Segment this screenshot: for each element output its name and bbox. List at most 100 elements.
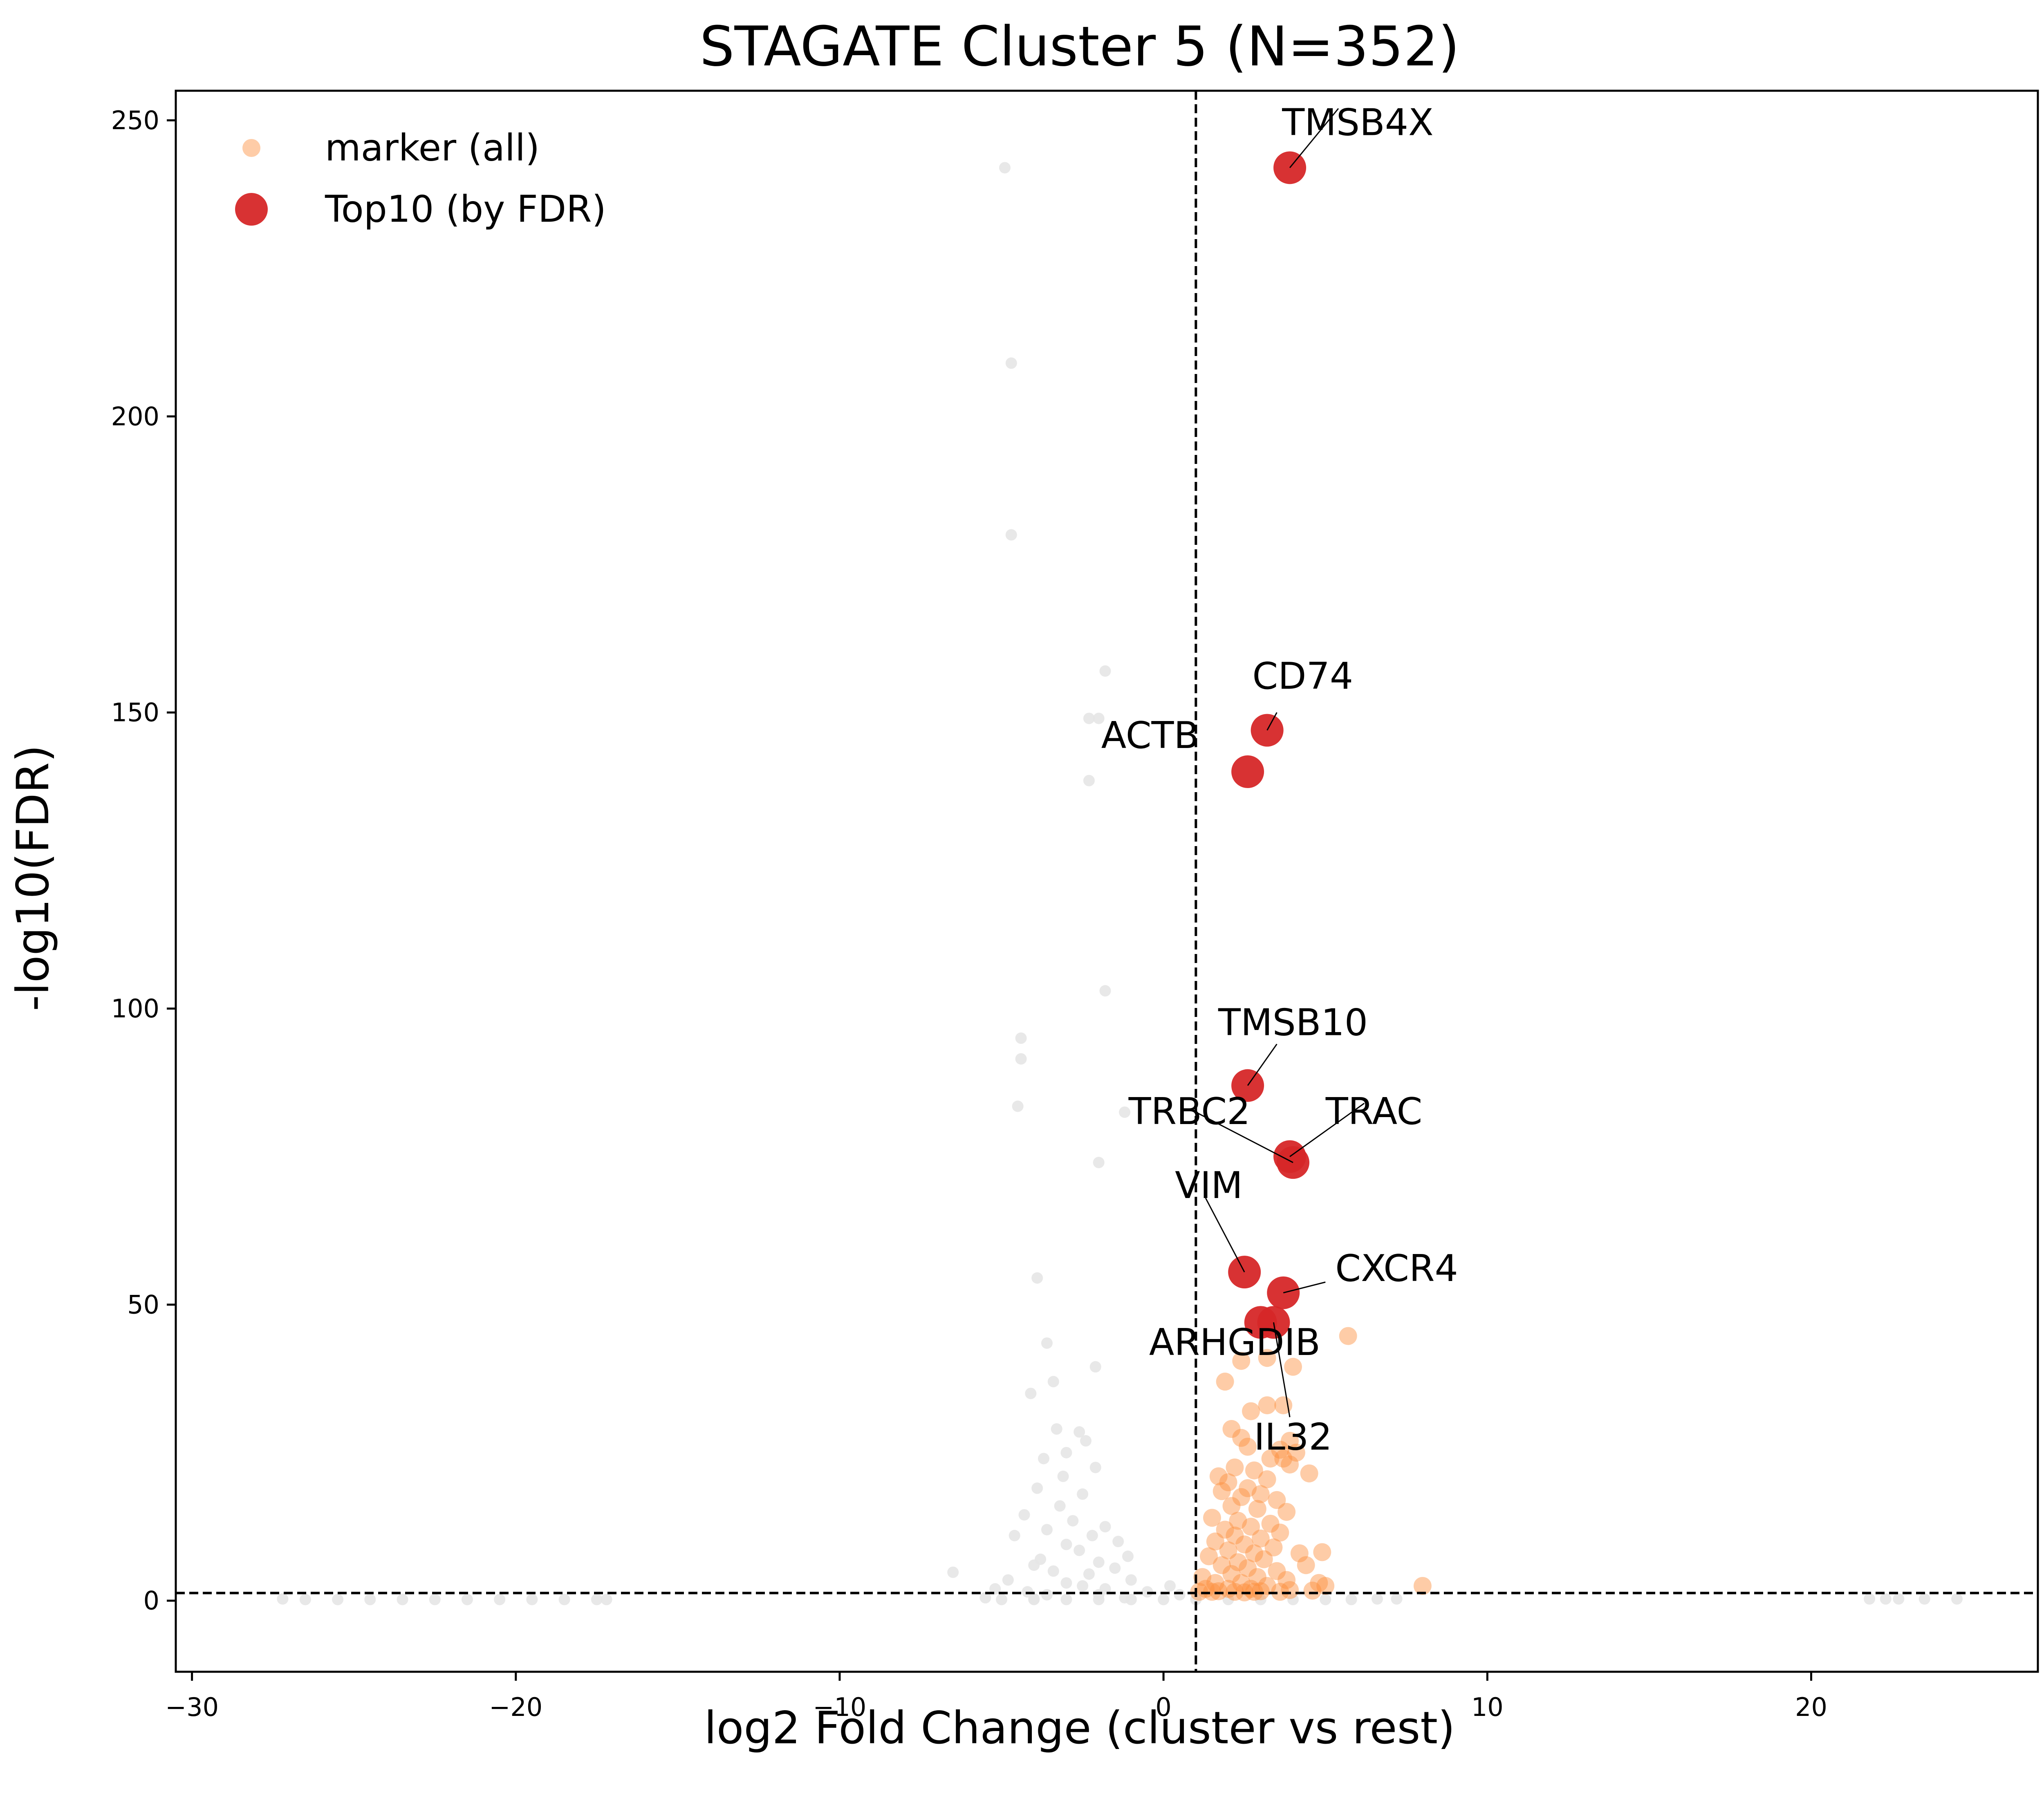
background-gene-point <box>1012 1100 1024 1112</box>
background-gene-point <box>1093 1594 1105 1606</box>
top10-label-connector <box>1195 1111 1293 1163</box>
background-gene-point <box>1083 1568 1095 1580</box>
marker-gene-point <box>1239 1438 1257 1456</box>
marker-gene-point <box>1251 1582 1270 1600</box>
top10-gene-label: TMSB4X <box>1282 101 1433 144</box>
marker-gene-point <box>1245 1583 1263 1601</box>
x-tick-label: 10 <box>1471 1692 1504 1722</box>
background-gene-point <box>1038 1453 1050 1465</box>
marker-gene-point <box>1222 1497 1241 1515</box>
top10-gene-label: VIM <box>1175 1164 1243 1207</box>
marker-gene-point <box>1258 1349 1276 1367</box>
background-gene-point <box>1125 1574 1137 1586</box>
marker-gene-point <box>1255 1550 1273 1568</box>
background-gene-point <box>1345 1594 1357 1606</box>
marker-gene-point <box>1219 1473 1237 1492</box>
background-gene-point <box>1093 1157 1105 1169</box>
legend-label-marker: marker (all) <box>325 127 540 170</box>
background-gene-point <box>1074 1545 1085 1556</box>
marker-gene-point <box>1316 1577 1335 1595</box>
background-gene-point <box>1060 1594 1072 1606</box>
marker-gene-point <box>1261 1514 1280 1533</box>
background-gene-point <box>1060 1539 1072 1550</box>
marker-gene-point <box>1239 1559 1257 1577</box>
marker-gene-point <box>1245 1544 1263 1563</box>
top10-gene-label: ARHGDIB <box>1149 1321 1320 1364</box>
background-gene-point <box>1015 1032 1027 1044</box>
marker-gene-point <box>1245 1461 1263 1480</box>
marker-gene-point <box>1274 1396 1293 1415</box>
x-tick-label: −10 <box>813 1692 867 1722</box>
y-axis-label: -log10(FDR) <box>7 745 59 1011</box>
marker-gene-point <box>1206 1532 1224 1551</box>
background-gene-point <box>1031 1272 1043 1284</box>
background-gene-point <box>1060 1577 1072 1589</box>
background-gene-point <box>1864 1593 1876 1605</box>
background-gene-point <box>1077 1488 1089 1500</box>
top10-gene-label: TRAC <box>1325 1090 1423 1133</box>
background-gene-point <box>999 162 1011 174</box>
marker-gene-point <box>1229 1512 1247 1530</box>
background-gene-point <box>1009 1530 1020 1541</box>
chart-title: STAGATE Cluster 5 (N=352) <box>700 15 1460 78</box>
background-gene-point <box>1122 1550 1134 1562</box>
marker-gene-point <box>1281 1581 1299 1599</box>
marker-gene-point <box>1213 1556 1231 1574</box>
background-gene-point <box>1119 1106 1131 1118</box>
marker-gene-point <box>1213 1482 1231 1500</box>
background-gene-point <box>947 1566 959 1578</box>
marker-gene-point <box>1281 1455 1299 1474</box>
background-gene-point <box>1099 665 1111 677</box>
background-gene-point <box>494 1594 506 1606</box>
background-gene-point <box>1005 357 1017 369</box>
y-tick-label: 200 <box>111 401 159 431</box>
background-gene-point <box>526 1594 538 1606</box>
background-gene-point <box>979 1592 991 1603</box>
marker-gene-point <box>1232 1488 1251 1506</box>
top10-label-connector <box>1289 1103 1365 1157</box>
top10-label-connector <box>1289 108 1339 168</box>
background-gene-point <box>1083 775 1095 786</box>
marker-gene-point <box>1216 1521 1234 1539</box>
legend-marker-swatch <box>242 139 260 157</box>
marker-gene-point <box>1284 1357 1302 1376</box>
background-gene-point <box>397 1594 408 1606</box>
marker-gene-point <box>1251 1530 1270 1548</box>
marker-gene-point <box>1258 1577 1276 1595</box>
marker-gene-point <box>1339 1327 1357 1345</box>
top10-label-connector <box>1247 1044 1278 1086</box>
background-gene-point <box>1125 1594 1137 1606</box>
legend-top10-swatch <box>235 193 268 226</box>
background-gene-point <box>1158 1594 1170 1606</box>
marker-gene-point <box>1271 1583 1289 1601</box>
background-gene-point <box>1320 1594 1331 1606</box>
marker-gene-point <box>1413 1577 1432 1595</box>
marker-gene-point <box>1242 1518 1260 1536</box>
marker-gene-point <box>1190 1583 1208 1601</box>
background-gene-point <box>591 1594 603 1606</box>
marker-gene-point <box>1274 1449 1293 1468</box>
background-gene-point <box>1086 1530 1098 1541</box>
marker-gene-point <box>1258 1396 1276 1415</box>
y-axis: 0 50 100 150 200 250 <box>111 105 176 1616</box>
background-gene-point <box>1174 1589 1186 1601</box>
background-gene-point <box>1031 1482 1043 1494</box>
marker-gene-point <box>1248 1500 1266 1518</box>
background-gene-point <box>1051 1423 1062 1435</box>
top10-label-connector <box>1283 1281 1326 1294</box>
background-gene-point <box>1287 1594 1299 1606</box>
marker-gene-point <box>1226 1458 1244 1477</box>
top10-gene-point <box>1231 755 1264 788</box>
top10-label-connector <box>1205 1198 1245 1272</box>
x-tick-label: −20 <box>489 1692 542 1722</box>
background-gene-point <box>332 1594 344 1606</box>
marker-gene-point <box>1310 1574 1328 1592</box>
background-gene-point <box>1391 1593 1403 1605</box>
marker-gene-point <box>1248 1568 1266 1586</box>
background-gene-point <box>1918 1593 1930 1605</box>
marker-gene-point <box>1193 1568 1212 1586</box>
marker-gene-point <box>1278 1571 1296 1589</box>
background-gene-point <box>1190 1594 1202 1606</box>
